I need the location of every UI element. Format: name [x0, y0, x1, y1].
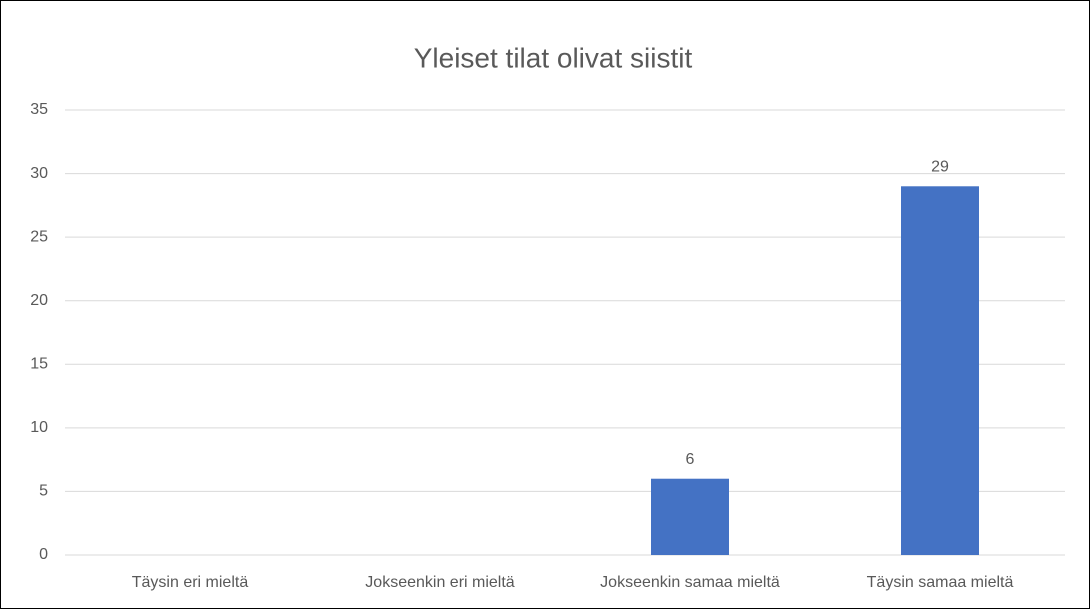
bar: [651, 478, 729, 555]
y-tick-label: 10: [30, 419, 48, 436]
y-tick-label: 0: [39, 546, 48, 563]
y-tick-label: 25: [30, 228, 48, 245]
data-label: 6: [686, 451, 695, 468]
x-tick-label: Jokseenkin samaa mieltä: [600, 574, 780, 591]
x-tick-label: Täysin eri mieltä: [132, 574, 249, 591]
bar: [901, 186, 979, 556]
x-tick-label: Täysin samaa mieltä: [867, 574, 1014, 591]
x-tick-label: Jokseenkin eri mieltä: [365, 574, 515, 591]
data-label: 29: [931, 159, 949, 176]
y-tick-label: 35: [30, 101, 48, 118]
chart-title: Yleiset tilat olivat siistit: [414, 42, 693, 73]
y-tick-label: 5: [39, 483, 48, 500]
y-tick-label: 30: [30, 165, 48, 182]
y-tick-label: 20: [30, 292, 48, 309]
y-tick-label: 15: [30, 356, 48, 373]
